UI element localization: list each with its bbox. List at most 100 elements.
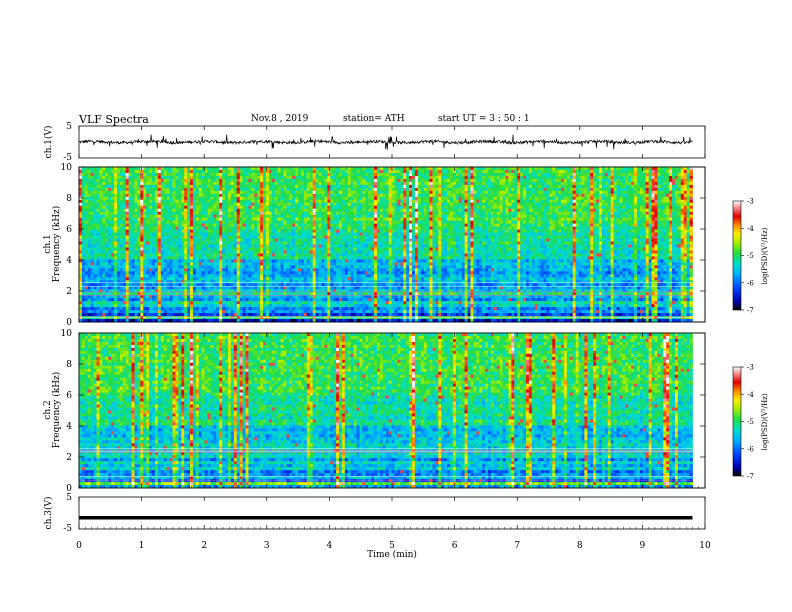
- spectrogram-cell: [336, 182, 339, 185]
- spectrogram-cell: [491, 233, 494, 236]
- spectrogram-cell: [587, 221, 590, 224]
- spectrogram-cell: [190, 182, 193, 185]
- spectrogram-cell: [643, 191, 646, 194]
- spectrogram-cell: [210, 209, 213, 212]
- spectrogram-cell: [430, 194, 433, 197]
- spectrogram-cell: [643, 233, 646, 236]
- spectrogram-cell: [684, 203, 687, 206]
- spectrogram-cell: [102, 188, 105, 191]
- spectrogram-cell: [275, 200, 278, 203]
- spectrogram-cell: [599, 224, 602, 227]
- spectrogram-cell: [503, 224, 506, 227]
- spectrogram-cell: [181, 236, 184, 239]
- spectrogram-cell: [552, 167, 555, 170]
- spectrogram-cell: [254, 221, 257, 224]
- spectrogram-cell: [456, 206, 459, 209]
- spectrogram-cell: [327, 185, 330, 188]
- spectrogram-cell: [298, 170, 301, 173]
- spectrogram-cell: [441, 206, 444, 209]
- spectrogram-cell: [395, 185, 398, 188]
- spectrogram-cell: [237, 212, 240, 215]
- spectrogram-cell: [614, 167, 617, 170]
- spectrogram-cell: [456, 212, 459, 215]
- spectrogram-cell: [438, 221, 441, 224]
- spectrogram-cell: [543, 197, 546, 200]
- spectrogram-cell: [584, 179, 587, 182]
- spectrogram-cell: [248, 233, 251, 236]
- spectrogram-cell: [678, 176, 681, 179]
- spectrogram-cell: [324, 179, 327, 182]
- spectrogram-cell: [342, 230, 345, 233]
- spectrogram-cell: [634, 170, 637, 173]
- spectrogram-cell: [175, 227, 178, 230]
- spectrogram-cell: [614, 191, 617, 194]
- spectrogram-cell: [470, 230, 473, 233]
- spectrogram-cell: [526, 209, 529, 212]
- spectrogram-cell: [503, 176, 506, 179]
- spectrogram-cell: [283, 188, 286, 191]
- spectrogram-cell: [573, 167, 576, 170]
- spectrogram-cell: [99, 176, 102, 179]
- spectrogram-cell: [319, 209, 322, 212]
- spectrogram-cell: [625, 224, 628, 227]
- spectrogram-cell: [181, 179, 184, 182]
- spectrogram-cell: [415, 191, 418, 194]
- spectrogram-cell: [257, 224, 260, 227]
- spectrogram-cell: [319, 224, 322, 227]
- spectrogram-cell: [380, 212, 383, 215]
- spectrogram-cell: [307, 221, 310, 224]
- spectrogram-cell: [324, 182, 327, 185]
- spectrogram-cell: [143, 236, 146, 239]
- spectrogram-cell: [359, 170, 362, 173]
- spectrogram-cell: [155, 218, 158, 221]
- spectrogram-cell: [465, 227, 468, 230]
- spectrogram-cell: [593, 191, 596, 194]
- spectrogram-cell: [491, 200, 494, 203]
- spectrogram-cell: [251, 203, 254, 206]
- spectrogram-cell: [167, 227, 170, 230]
- spectrogram-cell: [447, 185, 450, 188]
- spectrogram-cell: [681, 173, 684, 176]
- spectrogram-cell: [108, 236, 111, 239]
- spectrogram-cell: [161, 179, 164, 182]
- spectrogram-cell: [289, 206, 292, 209]
- spectrogram-cell: [313, 236, 316, 239]
- spectrogram-cell: [102, 212, 105, 215]
- spectrogram-cell: [564, 179, 567, 182]
- spectrogram-cell: [321, 215, 324, 218]
- spectrogram-cell: [199, 191, 202, 194]
- spectrogram-cell: [392, 206, 395, 209]
- spectrogram-cell: [213, 179, 216, 182]
- spectrogram-cell: [111, 191, 114, 194]
- spectrogram-cell: [465, 236, 468, 239]
- spectrogram-cell: [430, 182, 433, 185]
- spectrogram-cell: [622, 197, 625, 200]
- spectrogram-cell: [631, 212, 634, 215]
- spectrogram-cell: [190, 200, 193, 203]
- spectrogram-cell: [149, 182, 152, 185]
- spectrogram-cell: [535, 185, 538, 188]
- spectrogram-cell: [240, 212, 243, 215]
- spectrogram-cell: [327, 179, 330, 182]
- spectrogram-cell: [240, 209, 243, 212]
- spectrogram-cell: [491, 224, 494, 227]
- spectrogram-cell: [357, 167, 360, 170]
- spectrogram-cell: [596, 203, 599, 206]
- spectrogram-cell: [520, 233, 523, 236]
- spectrogram-cell: [327, 203, 330, 206]
- spectrogram-cell: [222, 176, 225, 179]
- spectrogram-cell: [190, 197, 193, 200]
- spectrogram-cell: [117, 191, 120, 194]
- spectrogram-cell: [675, 197, 678, 200]
- spectrogram-cell: [143, 191, 146, 194]
- spectrogram-cell: [234, 194, 237, 197]
- spectrogram-cell: [254, 209, 257, 212]
- spectrogram-cell: [283, 173, 286, 176]
- spectrogram-cell: [149, 194, 152, 197]
- spectrogram-cell: [105, 236, 108, 239]
- spectrogram-cell: [307, 236, 310, 239]
- spectrogram-cell: [137, 176, 140, 179]
- spectrogram-cell: [579, 227, 582, 230]
- spectrogram-cell: [251, 179, 254, 182]
- spectrogram-cell: [231, 221, 234, 224]
